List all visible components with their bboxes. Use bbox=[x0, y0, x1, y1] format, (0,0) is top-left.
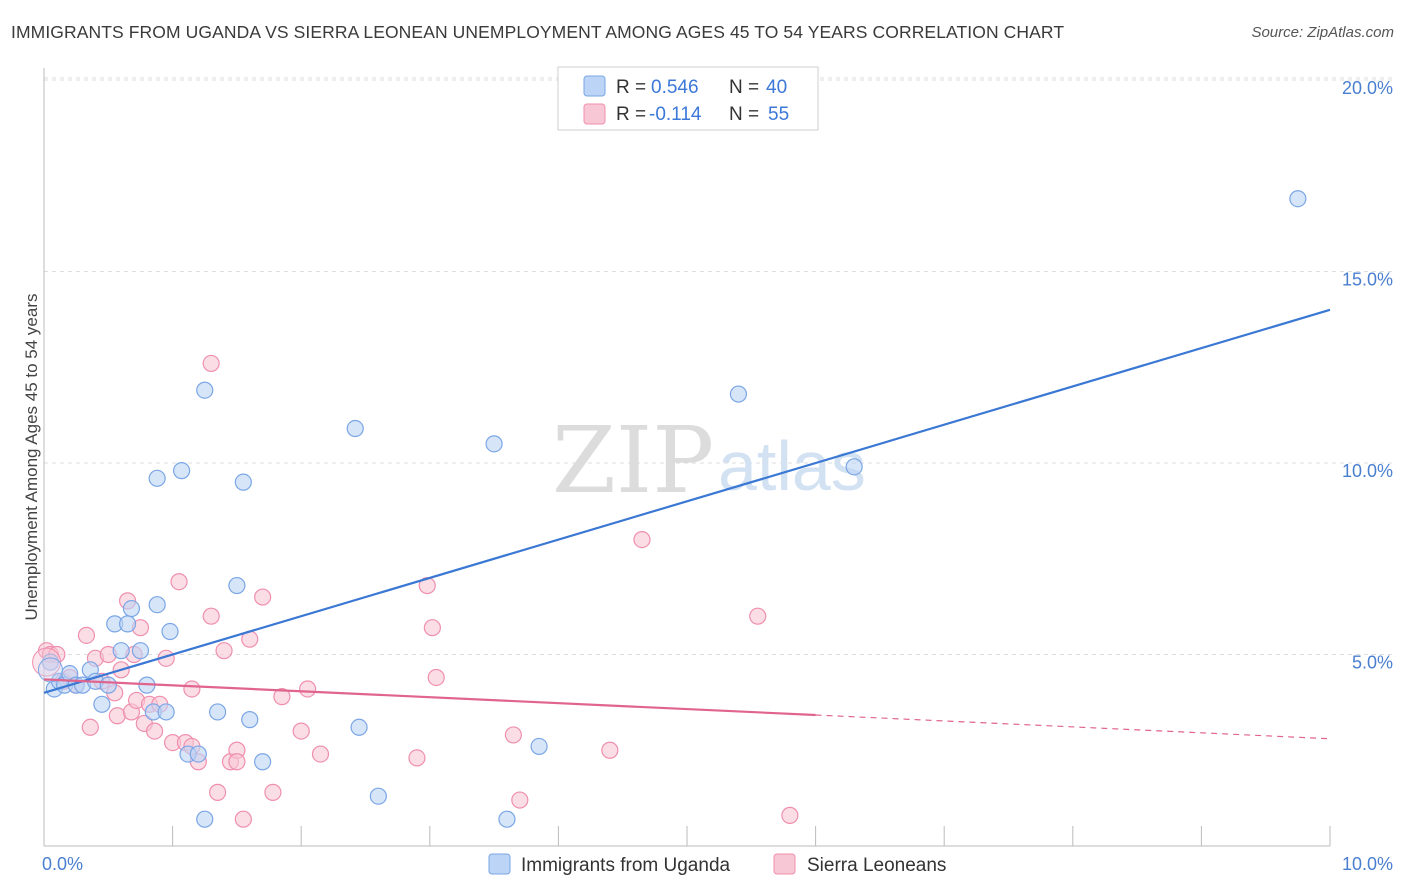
uganda-point bbox=[93, 695, 111, 713]
axes bbox=[43, 68, 1331, 847]
sierra-leone-point bbox=[145, 722, 164, 740]
sierra-leone-point bbox=[81, 718, 99, 736]
sierra-leone-point bbox=[292, 722, 310, 740]
legend-r-value: -0.114 bbox=[649, 104, 702, 125]
sierra-leone-point bbox=[108, 707, 126, 725]
uganda-point bbox=[189, 745, 207, 763]
uganda-point bbox=[234, 473, 252, 491]
trend-lines bbox=[43, 308, 1331, 740]
sierra-leone-point bbox=[264, 783, 282, 801]
uganda-point bbox=[122, 599, 141, 618]
sierra-leone-point bbox=[209, 783, 227, 801]
y-tick-label: 20.0% bbox=[1342, 78, 1393, 98]
legend-n-value: 55 bbox=[768, 104, 789, 125]
sierra-leone-point bbox=[749, 607, 767, 625]
sierra-leone-trend-extension bbox=[815, 714, 1331, 740]
legend-swatch-sierra-leone bbox=[583, 103, 606, 125]
sierra-leone-point bbox=[215, 642, 233, 660]
uganda-point bbox=[131, 642, 150, 660]
uganda-point bbox=[37, 657, 63, 683]
sierra-leone-point bbox=[273, 688, 291, 706]
sierra-leone-point bbox=[77, 626, 96, 644]
legend-r-label: R = bbox=[616, 77, 646, 98]
correlation-legend: R = 0.546 N = 40 R = -0.114 N = 55 bbox=[557, 66, 819, 131]
bottom-legend-swatch-sierra-leone bbox=[773, 853, 796, 875]
sierra-leone-point bbox=[511, 791, 529, 809]
uganda-point bbox=[118, 615, 137, 633]
sierra-leone-point bbox=[423, 619, 441, 637]
sierra-leone-point bbox=[601, 741, 619, 759]
sierra-leone-point bbox=[781, 806, 799, 824]
legend-r-label: R = bbox=[616, 104, 646, 125]
sierra-leone-trend-line bbox=[43, 678, 816, 717]
series-legend: Immigrants from Uganda Sierra Leoneans bbox=[488, 853, 946, 876]
uganda-point bbox=[485, 435, 503, 453]
bottom-legend-label-uganda: Immigrants from Uganda bbox=[521, 855, 731, 876]
uganda-point bbox=[148, 469, 166, 487]
source-label: Source: ZipAtlas.com bbox=[1251, 24, 1394, 41]
uganda-point bbox=[1289, 190, 1307, 208]
uganda-point bbox=[530, 737, 548, 756]
y-tick-label: 10.0% bbox=[1342, 461, 1393, 481]
uganda-point bbox=[196, 381, 214, 399]
uganda-point bbox=[161, 622, 179, 641]
y-tick-label: 5.0% bbox=[1352, 653, 1393, 673]
y-tick-label: 15.0% bbox=[1342, 270, 1393, 290]
uganda-point bbox=[228, 576, 246, 595]
sierra-leone-point bbox=[202, 354, 220, 373]
sierra-leone-point bbox=[170, 573, 188, 591]
uganda-point bbox=[346, 419, 364, 438]
watermark-atlas: atlas bbox=[718, 427, 866, 505]
bottom-legend-swatch-uganda bbox=[488, 853, 511, 875]
uganda-point bbox=[350, 718, 368, 736]
y-axis-label: Unemployment Among Ages 45 to 54 years bbox=[22, 294, 41, 621]
sierra-leone-point bbox=[183, 680, 201, 698]
sierra-leone-point bbox=[202, 607, 220, 625]
sierra-leone-point bbox=[311, 745, 330, 763]
uganda-point bbox=[148, 596, 166, 614]
bottom-legend-label-sierra-leone: Sierra Leoneans bbox=[807, 855, 946, 876]
sierra-leone-point bbox=[427, 668, 445, 687]
gridlines bbox=[44, 77, 1392, 655]
uganda-point bbox=[99, 676, 117, 694]
uganda-point bbox=[241, 711, 259, 729]
sierra-leone-point bbox=[32, 647, 62, 677]
uganda-point bbox=[112, 642, 130, 660]
sierra-leone-point bbox=[254, 588, 272, 606]
sierra-leone-point bbox=[234, 810, 252, 828]
x-tick-label: 0.0% bbox=[42, 854, 83, 874]
uganda-point bbox=[173, 462, 191, 480]
sierra-leone-point bbox=[633, 530, 651, 549]
uganda-point bbox=[254, 753, 272, 771]
legend-n-value: 40 bbox=[766, 77, 787, 98]
y-tick-labels: 5.0% 10.0% 15.0% 20.0% bbox=[1342, 78, 1393, 673]
uganda-point bbox=[157, 703, 175, 721]
legend-n-label: N = bbox=[729, 77, 759, 98]
legend-n-label: N = bbox=[729, 104, 759, 125]
sierra-leone-point bbox=[408, 749, 426, 767]
data-points bbox=[32, 190, 1307, 828]
legend-swatch-uganda bbox=[583, 75, 606, 97]
uganda-point bbox=[196, 810, 214, 828]
uganda-point bbox=[209, 703, 227, 721]
sierra-leone-point bbox=[299, 680, 317, 698]
chart-title: IMMIGRANTS FROM UGANDA VS SIERRA LEONEAN… bbox=[11, 22, 1065, 42]
sierra-leone-point bbox=[228, 753, 246, 771]
legend-r-value: 0.546 bbox=[651, 77, 699, 98]
uganda-trend-line bbox=[43, 308, 1331, 694]
sierra-leone-point bbox=[504, 726, 522, 744]
uganda-point bbox=[845, 458, 863, 476]
uganda-point bbox=[498, 810, 516, 828]
x-tick-labels: 0.0% 10.0% bbox=[42, 854, 1393, 874]
uganda-point bbox=[369, 787, 387, 805]
watermark-zip: ZIP bbox=[552, 407, 714, 514]
uganda-point bbox=[729, 385, 748, 403]
x-tick-label: 10.0% bbox=[1342, 854, 1393, 874]
